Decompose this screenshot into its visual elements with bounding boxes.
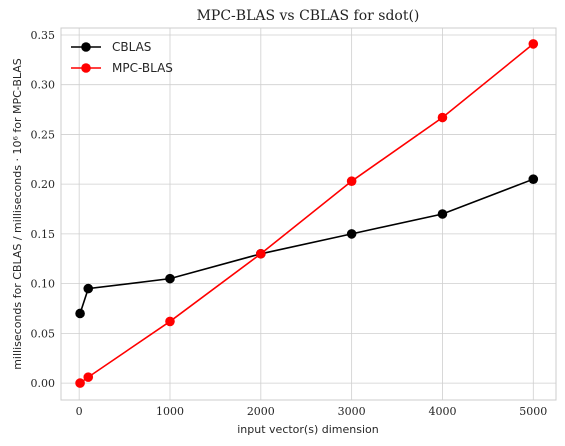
data-point-cblas	[75, 308, 85, 319]
legend-marker-cblas	[81, 42, 91, 52]
x-tick-label: 3000	[338, 405, 366, 418]
legend-label-mpc-blas: MPC-BLAS	[112, 61, 173, 75]
data-point-mpc-blas	[346, 176, 357, 186]
chart-title: MPC-BLAS vs CBLAS for sdot()	[197, 8, 420, 24]
x-tick-label: 4000	[428, 405, 456, 418]
series-cblas	[75, 174, 539, 319]
data-point-mpc-blas	[256, 248, 266, 259]
data-point-cblas	[83, 283, 94, 294]
data-point-mpc-blas	[165, 316, 175, 327]
y-tick-label: 0.05	[31, 327, 56, 340]
x-axis-label: input vector(s) dimension	[237, 423, 379, 436]
y-tick-label: 0.25	[31, 128, 56, 141]
data-point-mpc-blas	[75, 378, 85, 388]
y-tick-labels: 0.00 0.05 0.10 0.15 0.20 0.25 0.30 0.35	[31, 29, 56, 390]
data-point-cblas	[165, 273, 175, 284]
data-point-cblas	[437, 209, 448, 219]
data-point-cblas	[346, 229, 357, 239]
data-point-mpc-blas	[437, 112, 448, 123]
series-line-mpc-blas	[79, 43, 534, 384]
x-tick-label: 1000	[156, 405, 184, 418]
plot-frame	[60, 27, 557, 401]
x-tick-label: 2000	[247, 405, 275, 418]
legend: CBLAS MPC-BLAS	[71, 40, 173, 75]
y-tick-label: 0.30	[31, 79, 56, 92]
series-mpc-blas	[75, 39, 539, 388]
y-tick-label: 0.00	[31, 377, 56, 390]
series-layer	[75, 39, 539, 388]
y-tick-label: 0.20	[31, 178, 56, 191]
y-tick-label: 0.15	[31, 228, 56, 241]
legend-label-cblas: CBLAS	[112, 40, 151, 54]
legend-marker-mpc-blas	[81, 63, 91, 73]
y-axis-label: milliseconds for CBLAS / milliseconds · …	[11, 58, 24, 370]
series-line-cblas	[79, 178, 534, 314]
x-tick-labels: 0 1000 2000 3000 4000 5000	[76, 405, 548, 418]
data-point-mpc-blas	[83, 372, 94, 382]
x-tick-label: 5000	[519, 405, 547, 418]
data-point-mpc-blas	[528, 39, 539, 49]
x-tick-label: 0	[76, 405, 83, 418]
data-point-cblas	[528, 174, 539, 184]
y-tick-label: 0.10	[31, 278, 56, 291]
y-tick-label: 0.35	[31, 29, 56, 42]
